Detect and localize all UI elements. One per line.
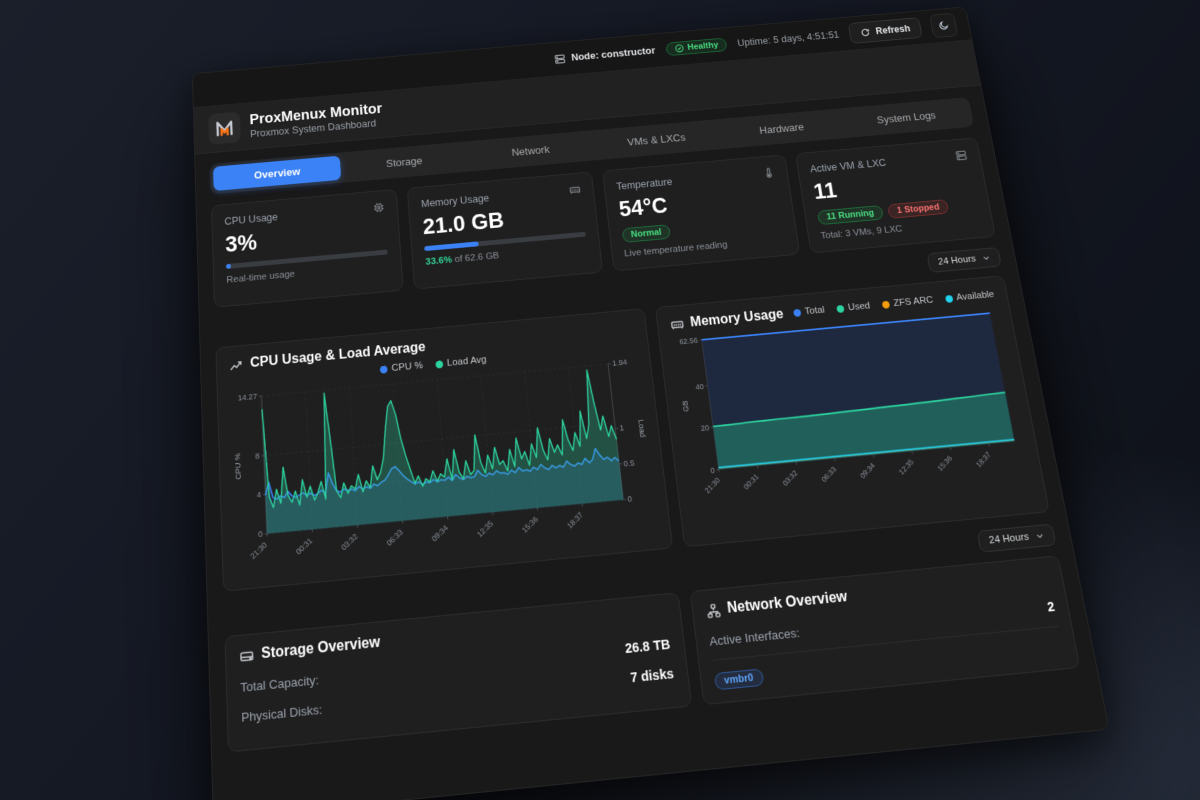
cpu-load-chart-card: CPU Usage & Load Average CPU % Load Avg 0…: [215, 308, 672, 592]
chevron-down-icon: [981, 254, 991, 263]
time-range-dropdown[interactable]: 24 Hours: [927, 247, 1002, 273]
node-indicator: Node: constructor: [554, 45, 656, 65]
thermometer-icon: [762, 166, 776, 179]
vm-card-label: Active VM & LXC: [809, 157, 886, 175]
svg-text:GB: GB: [681, 400, 690, 412]
memory-usage-card: Memory Usage 21.0 GB 33.6% of 62.6 GB: [407, 172, 603, 290]
svg-text:Load: Load: [636, 419, 648, 438]
hard-drive-icon: [239, 648, 255, 666]
svg-text:12:35: 12:35: [476, 520, 495, 540]
svg-text:18:37: 18:37: [975, 451, 993, 470]
page-background: Node: constructor Healthy Uptime: 5 days…: [0, 0, 1200, 800]
svg-text:0: 0: [258, 529, 263, 540]
svg-text:21:30: 21:30: [250, 541, 270, 561]
network-interfaces-value: 2: [1046, 600, 1056, 616]
svg-text:03:32: 03:32: [340, 533, 359, 553]
ram-icon: [669, 317, 685, 332]
chevron-down-icon: [1035, 531, 1045, 541]
active-vm-card: Active VM & LXC 11 11 Running 1 Stopped …: [795, 137, 996, 253]
memory-chart-card: Memory Usage Total Used ZFS ARC Available 0…: [655, 275, 1050, 547]
cpu-card-label: CPU Usage: [224, 211, 278, 227]
servers-icon: [954, 149, 968, 162]
svg-text:00:31: 00:31: [295, 537, 315, 557]
temperature-card-label: Temperature: [616, 176, 673, 192]
legend-item[interactable]: Load Avg: [435, 355, 487, 370]
time-range-dropdown-2[interactable]: 24 Hours: [977, 524, 1056, 553]
interface-pill-vmbr0[interactable]: vmbr0: [714, 669, 765, 691]
node-label: Node: constructor: [571, 45, 656, 63]
svg-text:00:31: 00:31: [742, 473, 760, 492]
svg-text:20: 20: [700, 425, 709, 434]
svg-text:18:37: 18:37: [566, 511, 585, 531]
svg-text:1: 1: [619, 423, 624, 433]
proxmenux-logo: [208, 111, 241, 144]
svg-text:03:32: 03:32: [781, 469, 799, 488]
server-icon: [554, 53, 567, 65]
cpu-chip-icon: [373, 201, 386, 214]
cpu-progress-fill: [226, 264, 231, 269]
cpu-load-chart[interactable]: 0 4 8 14.27 0 0.5 1 1.94 21:30 00:31 03:32 06:33 09:…: [230, 354, 657, 578]
network-overview-card: Network Overview Active Interfaces: 2 vm…: [689, 556, 1080, 706]
theme-toggle-button[interactable]: [929, 13, 958, 38]
legend-item[interactable]: Used: [836, 301, 871, 314]
svg-text:12:35: 12:35: [898, 458, 916, 477]
ram-icon: [568, 184, 581, 197]
memory-card-label: Memory Usage: [421, 192, 490, 209]
svg-text:0: 0: [710, 467, 715, 475]
memory-progress-fill: [424, 241, 479, 251]
storage-title: Storage Overview: [261, 635, 381, 664]
refresh-icon: [860, 27, 872, 37]
svg-text:15:36: 15:36: [936, 454, 954, 473]
uptime-label: Uptime: 5 days, 4:51:51: [737, 29, 840, 48]
legend-item[interactable]: Total: [793, 305, 826, 318]
svg-text:CPU %: CPU %: [233, 452, 244, 480]
legend-item[interactable]: CPU %: [380, 361, 424, 375]
svg-text:15:36: 15:36: [521, 516, 540, 536]
storage-disks-value: 7 disks: [630, 667, 675, 687]
cpu-usage-card: CPU Usage 3% Real-time usage: [211, 189, 404, 308]
storage-capacity-value: 26.8 TB: [624, 638, 671, 658]
legend-item[interactable]: Available: [944, 289, 995, 303]
svg-text:21:30: 21:30: [704, 476, 722, 495]
network-title: Network Overview: [726, 589, 848, 617]
moon-icon: [937, 20, 950, 31]
svg-text:0.5: 0.5: [623, 457, 635, 468]
network-nodes-icon: [705, 602, 722, 619]
svg-text:8: 8: [255, 451, 260, 462]
temperature-status-badge: Normal: [621, 224, 671, 243]
svg-text:09:34: 09:34: [431, 524, 450, 544]
dashboard-window: Node: constructor Healthy Uptime: 5 days…: [192, 7, 1110, 800]
svg-text:0: 0: [627, 494, 633, 505]
refresh-button[interactable]: Refresh: [848, 17, 923, 44]
check-circle-icon: [674, 44, 684, 54]
legend-item[interactable]: ZFS ARC: [881, 295, 933, 310]
svg-text:14.27: 14.27: [238, 391, 258, 403]
svg-text:06:33: 06:33: [820, 465, 838, 484]
vm-running-badge: 11 Running: [817, 205, 884, 225]
memory-chart[interactable]: 0 20 40 62.56 21:30 00:31 03:32 06:33 09:34 12:35…: [671, 306, 1029, 511]
svg-text:09:34: 09:34: [859, 462, 877, 481]
svg-text:06:33: 06:33: [386, 528, 405, 548]
health-badge: Healthy: [665, 38, 728, 57]
svg-text:1.94: 1.94: [612, 357, 628, 368]
svg-text:40: 40: [695, 383, 704, 391]
temperature-card: Temperature 54°C Normal Live temperature…: [602, 154, 800, 271]
vm-stopped-badge: 1 Stopped: [887, 199, 949, 219]
svg-text:62.56: 62.56: [679, 337, 698, 346]
svg-text:4: 4: [256, 490, 261, 501]
trend-icon: [229, 357, 244, 373]
